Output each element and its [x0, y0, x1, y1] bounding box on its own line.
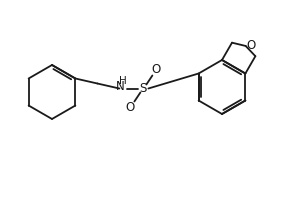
- Text: N: N: [116, 80, 125, 93]
- Text: O: O: [246, 39, 255, 52]
- Text: O: O: [126, 101, 135, 114]
- Text: S: S: [140, 82, 147, 95]
- Text: H: H: [118, 76, 126, 86]
- Text: O: O: [152, 63, 161, 76]
